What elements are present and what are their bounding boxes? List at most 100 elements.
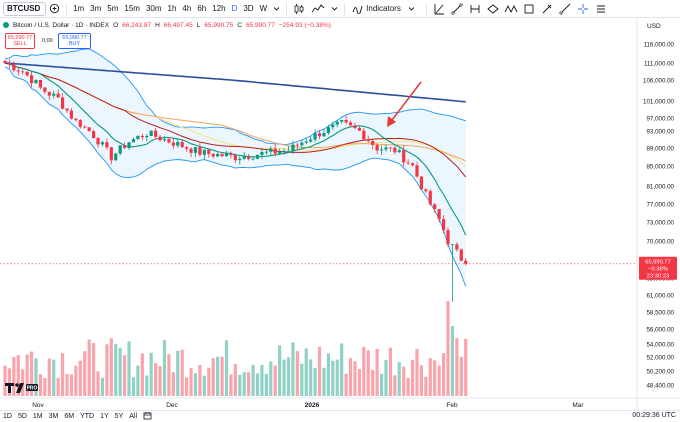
candle-body (100, 142, 105, 145)
candle-body (255, 154, 260, 159)
buy-price: 65,990.77 (62, 35, 87, 41)
interval-3D[interactable]: 3D (240, 2, 256, 16)
volume-bar (60, 353, 65, 396)
volume-bar (16, 355, 20, 396)
sell-button[interactable]: 65,990.77 SELL (5, 33, 35, 49)
currency-select[interactable]: USD (643, 21, 675, 32)
volume-bar (171, 372, 175, 396)
candle-body (269, 148, 273, 152)
candle-body (193, 147, 198, 153)
range-YTD[interactable]: YTD (80, 413, 95, 420)
price-tick-label: 85,000.00 (646, 164, 674, 171)
volume-bar (247, 372, 251, 396)
interval-label: 3m (90, 4, 102, 13)
lines-menu-icon[interactable] (592, 2, 610, 16)
date-range-calendar-icon[interactable] (140, 411, 155, 422)
volume-bar (69, 374, 74, 396)
indicators-button[interactable]: Indicators (348, 4, 405, 14)
volume-bar (198, 364, 202, 396)
volume-bar (388, 347, 393, 396)
interval-dropdown-chevron-icon[interactable] (270, 2, 283, 16)
range-5D[interactable]: 5D (17, 413, 27, 420)
fib-retracement-icon[interactable] (430, 2, 448, 16)
compare-icon[interactable] (46, 2, 63, 16)
buy-button[interactable]: 65,990.77 BUY (58, 33, 91, 49)
range-1Y[interactable]: 1Y (100, 413, 109, 420)
volume-bar (233, 363, 237, 396)
symbol-search[interactable]: BTCUSD (3, 1, 46, 16)
candle-body (207, 149, 211, 154)
interval-5m[interactable]: 5m (104, 2, 121, 16)
trend-line-icon[interactable] (448, 2, 466, 16)
range-3M[interactable]: 3M (48, 413, 59, 420)
range-1M[interactable]: 1M (32, 413, 43, 420)
interval-label: 3D (243, 4, 254, 13)
price-tick-label: 58,500.00 (646, 310, 674, 317)
volume-bar (3, 365, 7, 396)
volume-bar (309, 359, 313, 396)
ray-icon[interactable] (556, 2, 574, 16)
candle-body (450, 244, 455, 246)
candle-body (446, 230, 450, 245)
brush-icon[interactable] (538, 2, 556, 16)
xabcd-pattern-icon[interactable] (502, 2, 520, 16)
candle-body (326, 127, 330, 133)
current-price-label: 65,990.77 (645, 259, 671, 265)
volume-bar (211, 358, 215, 396)
interval-1m[interactable]: 1m (70, 2, 87, 16)
candle-body (47, 91, 51, 96)
candle-body (459, 249, 463, 261)
candle-body (273, 148, 277, 154)
tradingview-logo[interactable]: PRO (5, 382, 39, 393)
crosshair-icon[interactable] (574, 2, 592, 16)
interval-30m[interactable]: 30m (143, 2, 165, 16)
candle-body (300, 142, 304, 146)
utc-clock[interactable]: 00:29:36 UTC (632, 412, 676, 419)
interval-6h[interactable]: 6h (194, 2, 209, 16)
price-tick-label: 77,000.00 (646, 202, 674, 209)
pitchfork-icon[interactable] (466, 2, 484, 16)
interval-group: 1m 3m 5m 15m 30m 1h 4h 6h 12h D 3D W (70, 2, 270, 16)
volume-bar (251, 364, 255, 396)
candle-body (282, 150, 286, 152)
path-shape-icon[interactable] (484, 2, 502, 16)
volume-bar (326, 353, 330, 396)
volume-bar (118, 347, 122, 396)
range-6M[interactable]: 6M (64, 413, 75, 420)
interval-1h[interactable]: 1h (165, 2, 180, 16)
ohlc-low: 65,990.75 (204, 21, 234, 29)
price-chart[interactable]: 116,000.00 111,000.00 106,000.00 101,000.00… (0, 18, 680, 410)
interval-W[interactable]: W (257, 2, 271, 16)
interval-4h[interactable]: 4h (179, 2, 194, 16)
interval-D[interactable]: D (229, 2, 241, 16)
candle-body (56, 93, 60, 98)
price-tick-label: 81,000.00 (646, 184, 674, 191)
candle-body (375, 144, 379, 151)
candle-body (309, 139, 313, 142)
volume-bar (109, 338, 113, 396)
interval-3m[interactable]: 3m (87, 2, 104, 16)
range-5Y[interactable]: 5Y (114, 413, 124, 420)
candle-body (131, 139, 136, 143)
volume-bar (353, 361, 357, 396)
line-chart-icon[interactable] (308, 2, 328, 16)
volume-bar (158, 366, 162, 396)
candles-icon[interactable] (290, 2, 308, 16)
price-tick-label: 61,000.00 (646, 293, 674, 300)
indicators-chevron-icon[interactable] (405, 2, 418, 16)
interval-15m[interactable]: 15m (121, 2, 143, 16)
interval-label: 15m (124, 4, 140, 13)
chart-style-chevron-icon[interactable] (328, 2, 341, 16)
ma-red-line (4, 62, 467, 178)
range-1D[interactable]: 1D (3, 413, 12, 420)
spread-value: 0.00 (42, 38, 53, 44)
interval-12h[interactable]: 12h (209, 2, 228, 16)
range-All[interactable]: All (129, 413, 138, 420)
candle-body (114, 153, 118, 161)
volume-bar (100, 377, 105, 396)
ohlc-l-label: L (196, 21, 201, 29)
candle-body (437, 209, 441, 220)
interval-label: 4h (182, 4, 192, 13)
candle-body (415, 165, 419, 177)
rectangle-icon[interactable] (520, 2, 538, 16)
